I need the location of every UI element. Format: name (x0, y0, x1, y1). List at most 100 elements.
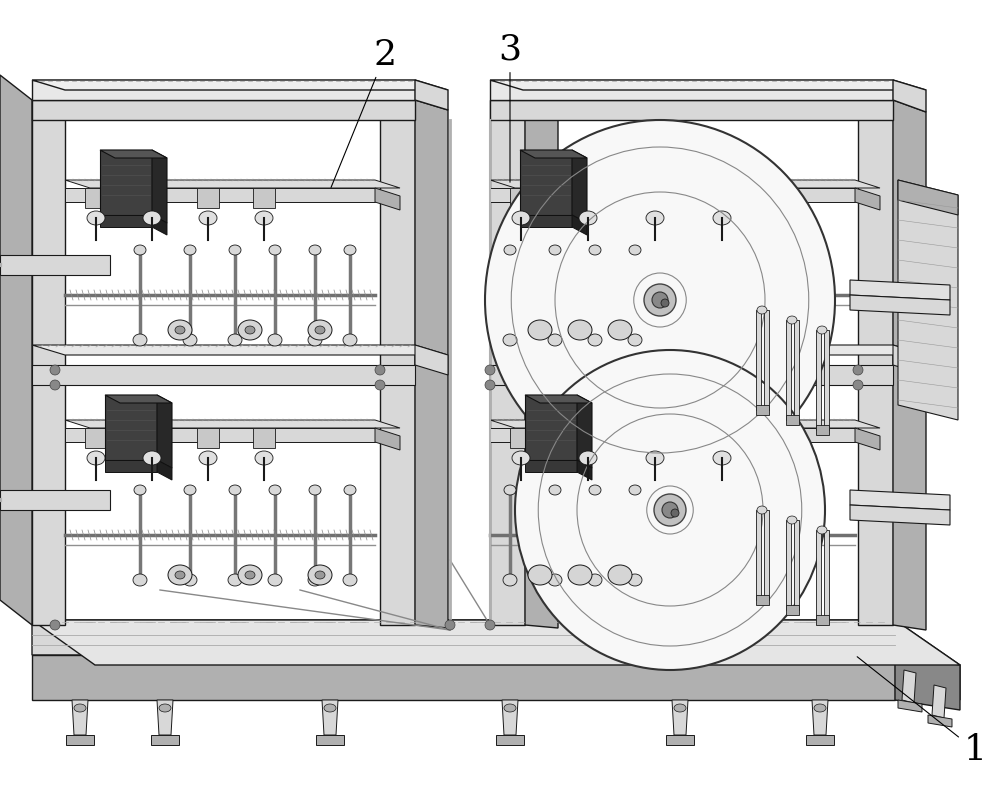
Polygon shape (316, 735, 344, 745)
Ellipse shape (375, 365, 385, 375)
Polygon shape (32, 100, 65, 625)
Polygon shape (756, 405, 769, 415)
Polygon shape (32, 80, 448, 90)
Ellipse shape (713, 211, 731, 225)
Polygon shape (490, 428, 855, 442)
Polygon shape (490, 100, 525, 625)
Text: 1: 1 (857, 657, 986, 767)
Ellipse shape (549, 485, 561, 495)
Polygon shape (902, 670, 916, 703)
Polygon shape (490, 420, 880, 428)
Polygon shape (786, 605, 799, 615)
Ellipse shape (814, 704, 826, 712)
Ellipse shape (308, 334, 322, 346)
Polygon shape (152, 215, 167, 235)
Polygon shape (520, 150, 587, 158)
Ellipse shape (50, 620, 60, 630)
Polygon shape (151, 735, 179, 745)
Ellipse shape (548, 334, 562, 346)
Ellipse shape (255, 451, 273, 465)
Polygon shape (375, 188, 400, 210)
Ellipse shape (646, 451, 664, 465)
Ellipse shape (588, 334, 602, 346)
Ellipse shape (512, 451, 530, 465)
Ellipse shape (662, 502, 678, 518)
Polygon shape (415, 100, 448, 628)
Polygon shape (786, 415, 799, 425)
Ellipse shape (817, 326, 827, 334)
Polygon shape (253, 188, 275, 208)
Polygon shape (157, 395, 172, 468)
Polygon shape (525, 395, 592, 403)
Ellipse shape (308, 320, 332, 340)
Polygon shape (380, 100, 415, 625)
Polygon shape (0, 490, 110, 510)
Ellipse shape (159, 704, 171, 712)
Polygon shape (85, 188, 107, 208)
Polygon shape (672, 700, 688, 735)
Polygon shape (32, 80, 415, 100)
Ellipse shape (629, 485, 641, 495)
Polygon shape (895, 655, 960, 710)
Ellipse shape (308, 565, 332, 585)
Polygon shape (157, 460, 172, 480)
Ellipse shape (184, 245, 196, 255)
Polygon shape (850, 295, 950, 315)
Polygon shape (0, 255, 110, 275)
Ellipse shape (652, 292, 668, 308)
Polygon shape (893, 345, 926, 375)
Ellipse shape (515, 350, 825, 670)
Polygon shape (806, 735, 834, 745)
Polygon shape (141, 188, 163, 208)
Polygon shape (666, 735, 694, 745)
Polygon shape (105, 395, 157, 460)
Polygon shape (525, 395, 577, 460)
Polygon shape (824, 530, 829, 620)
Ellipse shape (315, 571, 325, 579)
Polygon shape (100, 150, 152, 215)
Ellipse shape (245, 326, 255, 334)
Ellipse shape (549, 245, 561, 255)
Ellipse shape (87, 211, 105, 225)
Ellipse shape (629, 245, 641, 255)
Ellipse shape (269, 245, 281, 255)
Ellipse shape (713, 451, 731, 465)
Polygon shape (794, 320, 799, 420)
Ellipse shape (133, 574, 147, 586)
Polygon shape (644, 188, 666, 208)
Polygon shape (510, 188, 532, 208)
Ellipse shape (504, 485, 516, 495)
Polygon shape (711, 428, 733, 448)
Polygon shape (572, 215, 587, 235)
Polygon shape (496, 735, 524, 745)
Polygon shape (490, 80, 926, 90)
Text: 3: 3 (498, 33, 522, 183)
Polygon shape (577, 428, 599, 448)
Polygon shape (898, 180, 958, 215)
Polygon shape (572, 150, 587, 223)
Ellipse shape (269, 485, 281, 495)
Ellipse shape (528, 320, 552, 340)
Ellipse shape (245, 571, 255, 579)
Ellipse shape (628, 334, 642, 346)
Polygon shape (711, 188, 733, 208)
Polygon shape (105, 460, 157, 472)
Polygon shape (502, 700, 518, 735)
Polygon shape (197, 428, 219, 448)
Polygon shape (520, 215, 572, 227)
Ellipse shape (757, 506, 767, 514)
Polygon shape (816, 425, 829, 435)
Ellipse shape (255, 211, 273, 225)
Polygon shape (764, 510, 769, 600)
Polygon shape (786, 520, 791, 610)
Ellipse shape (134, 245, 146, 255)
Ellipse shape (229, 245, 241, 255)
Polygon shape (490, 365, 893, 385)
Ellipse shape (343, 334, 357, 346)
Polygon shape (253, 428, 275, 448)
Ellipse shape (315, 326, 325, 334)
Ellipse shape (238, 320, 262, 340)
Polygon shape (577, 395, 592, 468)
Ellipse shape (608, 320, 632, 340)
Ellipse shape (661, 299, 669, 307)
